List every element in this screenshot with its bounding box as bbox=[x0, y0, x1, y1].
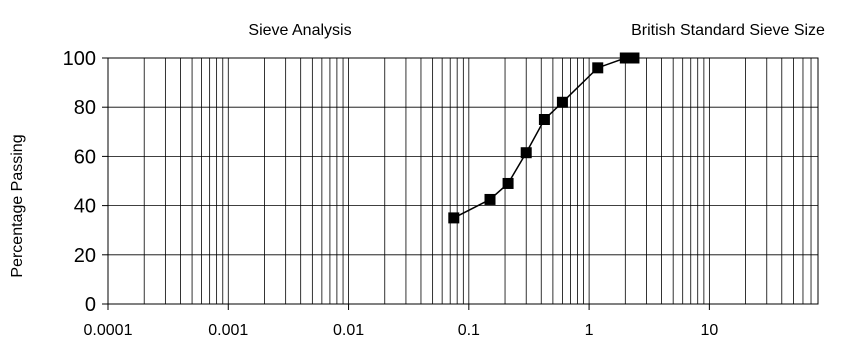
y-tick-label: 40 bbox=[74, 196, 96, 218]
y-tick-label: 20 bbox=[74, 245, 96, 267]
data-point-marker bbox=[619, 52, 631, 64]
y-gridlines bbox=[108, 106, 818, 256]
chart-title: Sieve Analysis bbox=[248, 22, 351, 39]
x-tick-label: 10 bbox=[700, 322, 718, 339]
y-axis-label: Percentage Passing bbox=[9, 134, 26, 277]
data-point-marker bbox=[448, 212, 460, 224]
data-point-marker bbox=[502, 177, 514, 189]
data-point-marker bbox=[538, 114, 550, 125]
series-group bbox=[448, 52, 640, 224]
x-tick-label: 0.1 bbox=[458, 322, 480, 339]
data-point-marker bbox=[484, 193, 496, 205]
x-tick-labels: 0.0001 0.001 0.01 0.1 1 10 bbox=[84, 304, 718, 339]
series-line bbox=[453, 57, 634, 219]
y-tick-label: 60 bbox=[74, 146, 96, 168]
data-point-marker bbox=[628, 52, 640, 64]
plot-area bbox=[107, 57, 819, 305]
x-gridlines bbox=[143, 58, 812, 304]
y-tick-label: 100 bbox=[63, 48, 96, 70]
data-point-marker bbox=[520, 147, 532, 159]
data-point-marker bbox=[556, 96, 568, 108]
x-tick-label: 0.0001 bbox=[84, 322, 133, 339]
y-tick-label: 80 bbox=[74, 97, 96, 119]
y-tick-labels: 0 20 40 60 80 100 bbox=[63, 48, 108, 316]
y-tick-label: 0 bbox=[85, 294, 96, 316]
data-point-marker bbox=[592, 62, 604, 74]
x-tick-label: 0.01 bbox=[333, 322, 364, 339]
x-tick-label: 1 bbox=[585, 322, 594, 339]
x-tick-label: 0.001 bbox=[208, 322, 248, 339]
chart-subtitle: British Standard Sieve Size bbox=[631, 22, 825, 39]
